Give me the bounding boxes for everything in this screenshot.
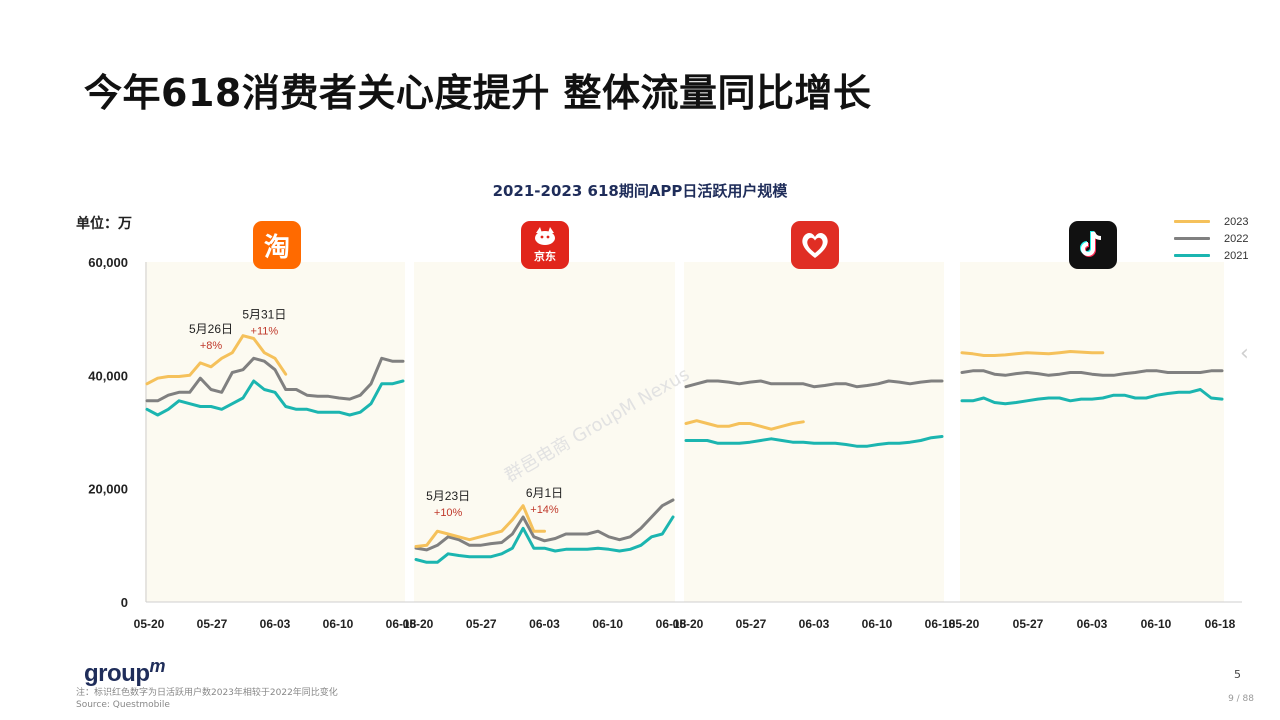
series-line-pinduoduo-2022: [684, 379, 944, 389]
jd-icon-label: 京东: [534, 249, 556, 263]
unit-label: 单位：万: [76, 216, 132, 232]
x-tick-label: 06-18: [925, 617, 956, 631]
annotation-pct: +14%: [530, 504, 559, 516]
douyin-icon: [1069, 221, 1117, 269]
legend-item-2022: 2022: [1174, 230, 1248, 247]
x-tick-label: 06-18: [656, 617, 687, 631]
page-count: 9 / 88: [1228, 694, 1254, 704]
y-tick-label: 0: [121, 595, 128, 610]
annotation-date: 5月31日: [242, 308, 286, 322]
x-tick-label: 06-10: [862, 617, 893, 631]
series-line-douyin-2022: [960, 369, 1224, 377]
x-tick-label: 06-10: [1141, 617, 1172, 631]
panel-background-2: [684, 262, 944, 602]
legend-label-2023: 2023: [1224, 215, 1249, 228]
annotation-date: 5月23日: [426, 489, 470, 503]
series-line-jd-2021: [414, 515, 675, 564]
x-tick-label: 05-27: [1013, 617, 1044, 631]
logo-suffix: m: [149, 656, 165, 676]
series-line-taobao-2023: [145, 334, 288, 386]
legend-label-2021: 2021: [1224, 249, 1249, 262]
annotation-pct: +11%: [251, 326, 279, 338]
annotation-pct: +8%: [200, 340, 223, 352]
legend-item-2023: 2023: [1174, 213, 1248, 230]
pinduoduo-heart-icon: [802, 233, 828, 258]
x-tick-label: 06-18: [386, 617, 417, 631]
series-line-taobao-2021: [145, 379, 405, 417]
series-line-douyin-2023: [960, 350, 1105, 357]
chart-title: 2021-2023 618期间APP日活跃用户规模: [492, 182, 788, 200]
legend-swatch-2022: [1174, 237, 1210, 240]
y-tick-label: 60,000: [88, 255, 128, 270]
douyin-note-icon: [1080, 231, 1102, 257]
series-line-jd-2022: [414, 498, 675, 552]
x-tick-label: 05-27: [736, 617, 767, 631]
legend-label-2022: 2022: [1224, 232, 1249, 245]
jd-dog-icon: [535, 226, 555, 245]
page-number: 5: [1234, 668, 1241, 681]
x-tick-label: 05-20: [403, 617, 434, 631]
footnote-note: 注：标识红色数字为日活跃用户数2023年相较于2022年同比变化: [76, 688, 338, 698]
jd-icon: 京东: [521, 221, 569, 269]
footnote: 注：标识红色数字为日活跃用户数2023年相较于2022年同比变化 Source:…: [76, 687, 338, 711]
x-tick-label: 05-27: [466, 617, 497, 631]
series-line-taobao-2022: [145, 356, 405, 403]
annotation-date: 5月26日: [189, 322, 233, 336]
x-tick-label: 06-10: [323, 617, 354, 631]
series-line-pinduoduo-2023: [684, 419, 805, 431]
panel-background-3: [960, 262, 1224, 602]
chevron-left-icon[interactable]: ‹: [1240, 341, 1249, 366]
page-title: 今年618消费者关心度提升 整体流量同比增长: [84, 71, 872, 115]
y-tick-label: 40,000: [88, 368, 128, 383]
x-tick-label: 06-10: [592, 617, 623, 631]
legend-swatch-2023: [1174, 220, 1210, 223]
taobao-icon: 淘: [253, 221, 301, 269]
annotation-pct: +10%: [434, 507, 463, 519]
series-line-pinduoduo-2021: [684, 435, 944, 448]
y-tick-label: 20,000: [88, 482, 128, 497]
panel-background-0: [145, 262, 405, 602]
x-tick-label: 06-03: [260, 617, 291, 631]
x-tick-label: 05-20: [949, 617, 980, 631]
series-line-douyin-2021: [960, 388, 1224, 406]
pinduoduo-icon: [791, 221, 839, 269]
footnote-source: Source: Questmobile: [76, 700, 170, 710]
annotation-date: 6月1日: [526, 486, 563, 500]
x-tick-label: 05-20: [673, 617, 704, 631]
x-tick-label: 05-20: [134, 617, 165, 631]
panel-background-1: [414, 262, 675, 602]
x-tick-label: 06-18: [1205, 617, 1236, 631]
chart-legend: 2023 2022 2021: [1174, 213, 1248, 264]
legend-item-2021: 2021: [1174, 247, 1248, 264]
x-tick-label: 06-03: [1077, 617, 1108, 631]
groupm-logo: groupm: [84, 656, 165, 688]
x-tick-label: 05-27: [197, 617, 228, 631]
x-tick-label: 06-03: [799, 617, 830, 631]
logo-text: group: [84, 660, 150, 687]
series-line-jd-2023: [414, 504, 546, 548]
x-tick-label: 06-03: [529, 617, 560, 631]
legend-swatch-2021: [1174, 254, 1210, 257]
taobao-icon-glyph: 淘: [263, 232, 290, 263]
